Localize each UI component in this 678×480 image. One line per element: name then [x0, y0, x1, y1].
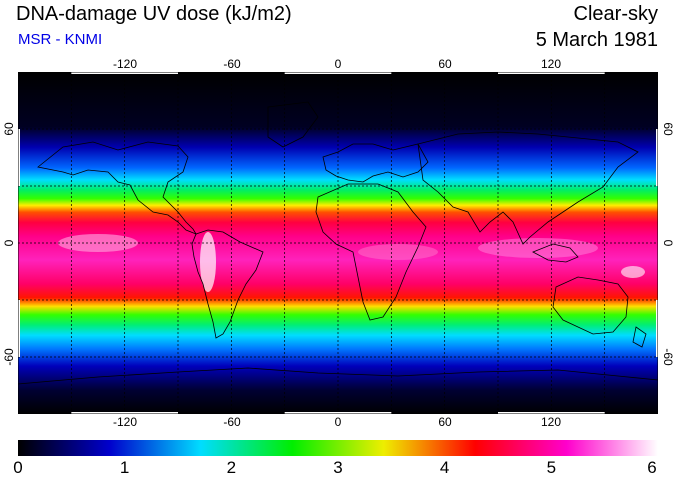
lon-label-top: 120	[540, 57, 562, 71]
coastline-greenland	[267, 101, 319, 148]
date-label: 5 March 1981	[535, 29, 658, 51]
coastline-asia	[417, 131, 639, 245]
lon-label-top: -120	[112, 57, 138, 71]
scale-tick-label: 2	[226, 458, 237, 477]
coastline-australia	[552, 276, 629, 335]
scale-tick-label: 6	[647, 458, 657, 477]
coastline-africa	[315, 183, 427, 321]
lon-label-top: 60	[438, 57, 452, 71]
coastline-maritime-se-asia	[532, 243, 579, 263]
lon-label-bottom: -120	[112, 415, 138, 429]
lat-label-left: 60	[2, 122, 16, 136]
map-title: DNA-damage UV dose (kJ/m2)	[16, 3, 292, 25]
lon-label-bottom: 60	[438, 415, 452, 429]
coastline-new-zealand	[632, 326, 647, 348]
scale-tick-label: 0	[13, 458, 23, 477]
uv-dose-map	[18, 72, 658, 414]
lat-label-right: 60	[661, 122, 675, 136]
coastline-north-america	[37, 141, 197, 235]
lat-label-left: 0	[2, 239, 16, 247]
scale-tick-label: 1	[119, 458, 130, 477]
scale-tick-label: 4	[439, 458, 450, 477]
lat-label-right: -60	[661, 348, 675, 366]
graticule	[18, 72, 658, 414]
lon-label-bottom: 120	[540, 415, 562, 429]
coastline-south-america	[191, 229, 264, 339]
color-scale-gradient	[18, 440, 658, 456]
color-scale-bar	[18, 440, 658, 456]
sky-condition-label: Clear-sky	[573, 3, 658, 25]
lat-label-right: 0	[661, 239, 675, 247]
coastline-europe	[322, 143, 429, 183]
coastline-antarctica	[18, 367, 658, 385]
lon-label-top: 0	[334, 57, 342, 71]
coastlines	[18, 101, 658, 385]
scale-tick-label: 5	[546, 458, 557, 477]
scale-tick-label: 3	[333, 458, 343, 477]
lon-label-bottom: -60	[223, 415, 241, 429]
lon-label-top: -60	[223, 57, 241, 71]
source-label: MSR - KNMI	[18, 31, 103, 48]
lat-label-left: -60	[2, 348, 16, 366]
lon-label-bottom: 0	[334, 415, 342, 429]
